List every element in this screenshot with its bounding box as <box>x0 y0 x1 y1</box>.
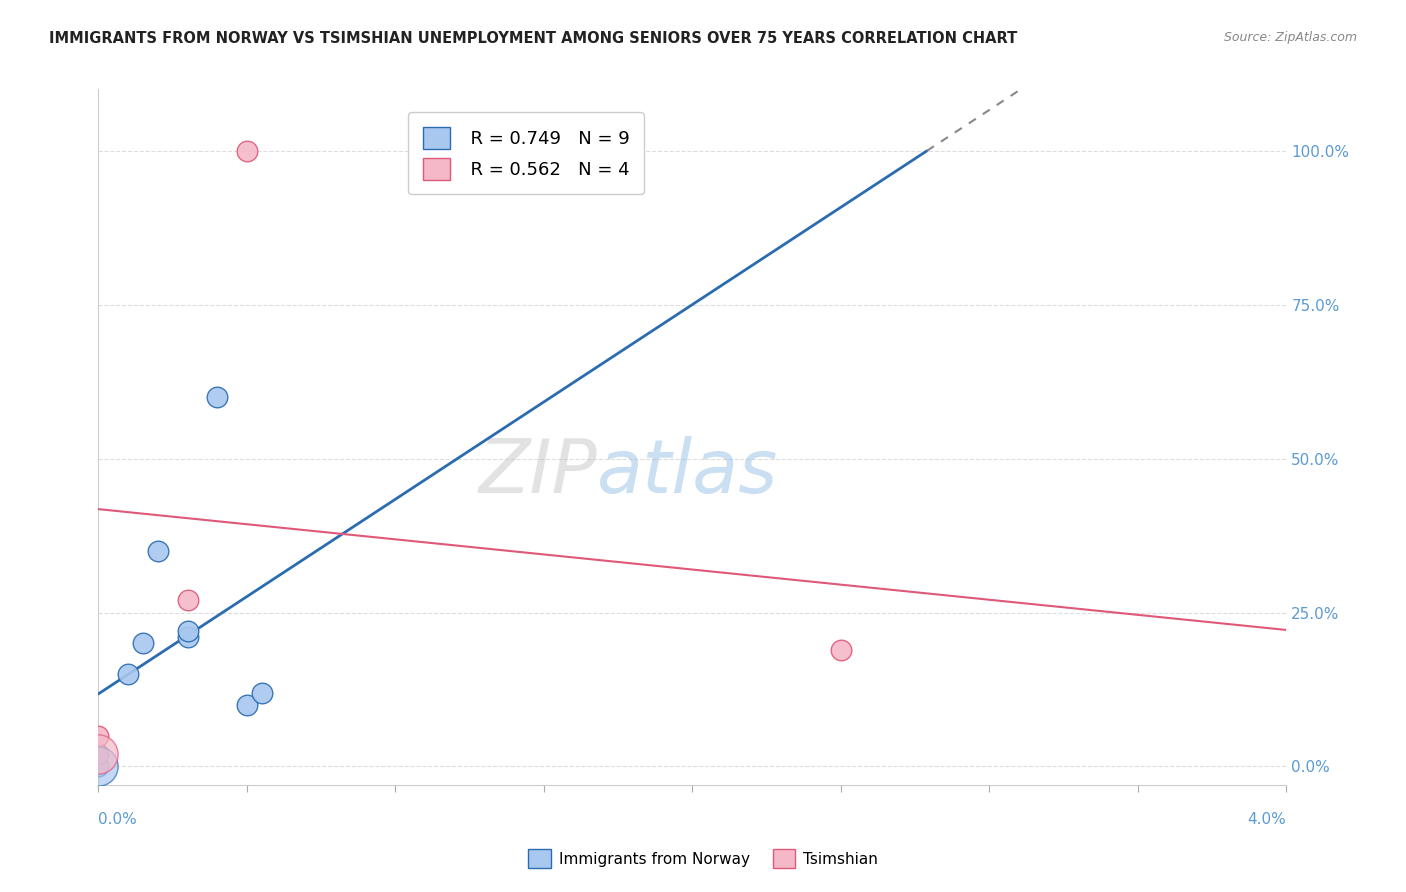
Text: ZIP: ZIP <box>478 436 598 508</box>
Point <box>176 624 198 638</box>
Point <box>87 729 110 743</box>
Point <box>87 747 110 761</box>
Point <box>132 636 155 650</box>
Point <box>87 759 110 773</box>
Point <box>830 642 852 657</box>
Text: IMMIGRANTS FROM NORWAY VS TSIMSHIAN UNEMPLOYMENT AMONG SENIORS OVER 75 YEARS COR: IMMIGRANTS FROM NORWAY VS TSIMSHIAN UNEM… <box>49 31 1018 46</box>
Point <box>146 544 169 558</box>
Point <box>207 390 229 404</box>
Point <box>250 685 273 699</box>
Legend: Immigrants from Norway, Tsimshian: Immigrants from Norway, Tsimshian <box>520 841 886 875</box>
Text: 0.0%: 0.0% <box>98 813 138 827</box>
Point <box>87 747 110 761</box>
Point <box>236 698 259 712</box>
Text: Source: ZipAtlas.com: Source: ZipAtlas.com <box>1223 31 1357 45</box>
Point <box>176 630 198 644</box>
Point <box>87 759 110 773</box>
Point <box>176 593 198 607</box>
Point <box>117 667 139 681</box>
Text: atlas: atlas <box>598 436 779 508</box>
Point <box>236 144 259 158</box>
Text: 4.0%: 4.0% <box>1247 813 1286 827</box>
Legend:   R = 0.749   N = 9,   R = 0.562   N = 4: R = 0.749 N = 9, R = 0.562 N = 4 <box>408 112 644 194</box>
